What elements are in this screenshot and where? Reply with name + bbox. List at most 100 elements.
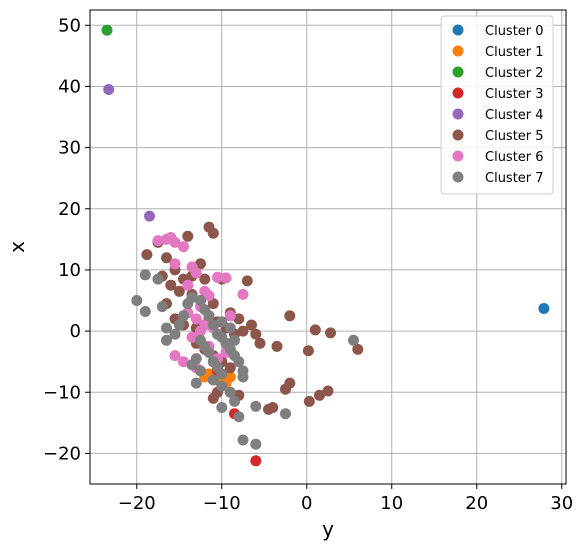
point-cluster-7 [216,402,228,413]
point-cluster-7 [131,295,143,306]
point-cluster-6 [190,313,202,325]
y-tick-label: 40 [58,76,81,97]
axis-ticks: −20 −10 0 10 20 30 −20 −10 0 10 20 30 40 50 [43,15,573,514]
legend-label: Cluster 6 [485,150,544,165]
point-cluster-7 [203,310,215,322]
y-tick-label: 10 [58,260,81,281]
point-cluster-7 [216,380,228,392]
point-cluster-7 [152,273,164,285]
point-cluster-7 [207,319,219,331]
point-cluster-5 [241,275,253,287]
point-cluster-6 [178,241,189,253]
legend-box [440,15,554,195]
x-tick-label: −10 [203,493,241,514]
point-cluster-5 [233,313,245,325]
y-tick-label: −20 [43,443,81,464]
legend-label: Cluster 2 [485,66,544,81]
point-cluster-7 [229,334,240,346]
point-cluster-6 [237,288,249,300]
point-cluster-4 [144,210,155,222]
point-cluster-5 [237,325,249,337]
point-cluster-5 [141,249,153,261]
point-cluster-5 [280,383,291,395]
point-cluster-7 [250,400,262,412]
y-tick-label: 0 [70,321,81,342]
legend-label: Cluster 4 [485,108,544,123]
point-cluster-7 [161,322,172,334]
point-cluster-5 [165,279,177,291]
point-cluster-7 [229,395,240,407]
point-cluster-6 [152,235,164,247]
point-cluster-5 [284,310,296,322]
point-cluster-6 [169,236,181,248]
x-tick-label: 20 [465,493,488,514]
point-cluster-7 [216,368,228,380]
point-cluster-7 [161,334,172,346]
x-tick-label: −20 [118,493,156,514]
point-cluster-7 [139,269,151,281]
point-cluster-5 [322,385,334,397]
point-cluster-7 [348,334,359,346]
point-cluster-7 [190,377,202,389]
point-cluster-6 [190,267,202,279]
x-tick-label: 30 [550,493,573,514]
point-cluster-2 [101,24,113,36]
legend-marker [452,171,464,183]
point-cluster-5 [207,392,219,404]
point-cluster-6 [195,325,206,337]
x-tick-label: 0 [301,493,312,514]
point-cluster-5 [352,343,364,355]
point-cluster-6 [169,350,181,362]
point-cluster-7 [195,295,206,306]
point-cluster-7 [233,356,245,368]
point-cluster-5 [325,327,336,339]
y-axis-label: x [5,241,29,253]
point-cluster-0 [538,303,550,314]
point-cluster-5 [224,362,236,374]
point-cluster-5 [271,340,283,352]
point-cluster-6 [182,279,194,291]
point-cluster-4 [103,84,115,95]
point-cluster-5 [254,337,266,349]
point-cluster-7 [195,365,206,377]
point-cluster-5 [250,328,262,340]
point-cluster-7 [280,408,291,420]
point-cluster-5 [173,285,185,297]
point-cluster-7 [139,306,151,317]
point-cluster-6 [220,272,232,284]
legend-marker [452,150,464,162]
legend-label: Cluster 1 [485,45,544,60]
point-cluster-7 [186,359,198,371]
y-tick-label: 20 [58,199,81,220]
point-cluster-5 [199,273,211,285]
legend-label: Cluster 5 [485,129,544,144]
point-cluster-6 [224,310,236,322]
y-tick-label: −10 [43,382,81,403]
y-tick-label: 30 [58,138,81,159]
point-cluster-3 [250,455,262,467]
point-cluster-5 [309,324,321,336]
data-points [101,24,550,467]
legend-marker [452,66,464,78]
point-cluster-7 [173,319,185,331]
point-cluster-6 [169,258,181,270]
point-cluster-7 [224,322,236,334]
point-cluster-6 [212,271,223,283]
point-cluster-7 [203,347,215,358]
x-tick-label: 10 [380,493,403,514]
legend-marker [452,24,464,36]
legend: Cluster 0 Cluster 1 Cluster 2 Cluster 3 Clus… [440,15,554,195]
y-tick-label: 50 [58,15,81,36]
point-cluster-6 [203,290,215,302]
x-axis-label: y [322,517,334,541]
legend-label: Cluster 3 [485,87,544,102]
point-cluster-7 [237,371,249,383]
point-cluster-6 [178,356,189,368]
legend-marker [452,129,464,141]
point-cluster-6 [186,331,198,343]
point-cluster-1 [224,371,236,383]
point-cluster-5 [302,345,314,357]
point-cluster-7 [224,386,236,398]
